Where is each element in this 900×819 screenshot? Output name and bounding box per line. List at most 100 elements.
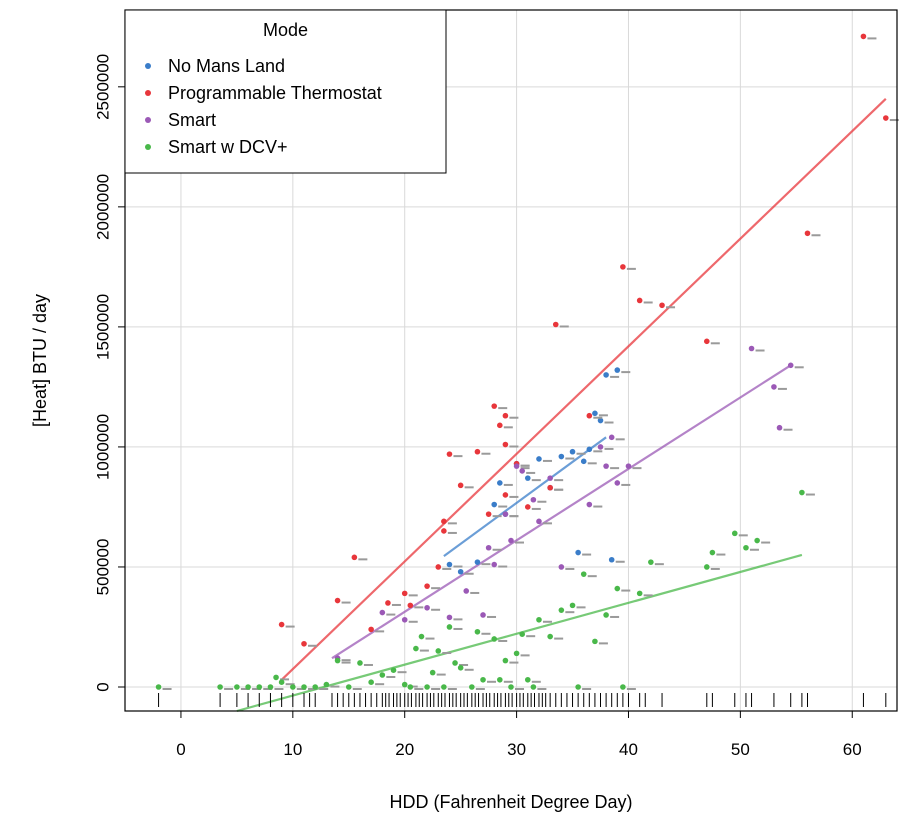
data-point [474, 559, 481, 565]
data-point [446, 624, 453, 630]
legend-swatch [145, 63, 151, 69]
point-tag [593, 505, 603, 508]
point-tag [615, 560, 625, 563]
point-tag [554, 637, 564, 640]
point-tag [492, 548, 502, 551]
point-tag [520, 467, 530, 470]
x-tick-label: 20 [395, 740, 414, 759]
point-tag [408, 685, 418, 688]
x-axis-title: HDD (Fahrenheit Degree Day) [389, 792, 632, 812]
point-tag [308, 644, 318, 647]
data-point [603, 612, 609, 618]
data-point [379, 609, 386, 616]
point-tag [475, 687, 485, 690]
point-tag [587, 575, 597, 578]
point-tag [520, 464, 530, 467]
data-point [418, 633, 425, 640]
data-point [441, 684, 447, 690]
point-tag [408, 620, 418, 623]
point-tag [240, 687, 250, 690]
data-point [424, 684, 430, 690]
point-tag [554, 479, 564, 482]
point-tag [447, 531, 457, 534]
point-tag [436, 673, 446, 676]
point-tag [666, 306, 676, 309]
point-tag [453, 455, 463, 458]
data-point [620, 264, 626, 270]
point-tag [503, 426, 513, 429]
point-tag [621, 371, 631, 374]
point-tag [716, 553, 726, 556]
x-tick-label: 10 [283, 740, 302, 759]
point-tag [531, 507, 541, 510]
data-point [575, 684, 581, 690]
data-point [743, 544, 749, 551]
point-tag [783, 428, 793, 431]
data-point [334, 657, 341, 664]
point-tag [481, 632, 491, 635]
data-point [446, 561, 453, 568]
point-tag [565, 567, 575, 570]
point-tag [503, 680, 513, 683]
data-point [586, 501, 593, 508]
data-point [155, 684, 162, 690]
plot-frame [124, 9, 898, 712]
data-point [508, 537, 514, 544]
data-point [524, 475, 531, 481]
point-tag [308, 687, 318, 690]
data-point [312, 684, 319, 690]
data-point [883, 115, 889, 121]
point-tag [794, 366, 804, 369]
point-tag [621, 483, 631, 486]
data-point [497, 676, 503, 683]
point-tag [341, 601, 351, 604]
data-point [508, 684, 514, 690]
data-point [636, 590, 643, 597]
data-point [278, 679, 285, 685]
point-tag [464, 572, 474, 575]
point-tag [464, 486, 474, 489]
x-tick-label: 40 [619, 740, 638, 759]
point-tag [761, 541, 771, 544]
data-point [575, 549, 581, 556]
point-tag [738, 534, 748, 537]
data-point [368, 626, 374, 633]
point-tag [621, 589, 631, 592]
point-tag [811, 234, 821, 237]
data-point [290, 684, 296, 690]
point-tag [509, 661, 519, 664]
data-point [457, 568, 464, 575]
point-tag [470, 591, 480, 594]
point-tag [492, 515, 502, 518]
point-tag [643, 301, 653, 304]
legend-entries: No Mans Land Programmable Thermostat Smart… [145, 56, 382, 157]
data-point [485, 544, 492, 551]
point-tag [274, 687, 284, 690]
point-tag [755, 349, 765, 352]
data-point [552, 321, 559, 328]
data-point [301, 640, 307, 647]
data-point [636, 297, 643, 304]
point-tag [453, 618, 463, 621]
data-point [401, 616, 408, 623]
point-tag [559, 325, 569, 328]
data-point [278, 621, 285, 628]
y-tick-label: 2500000 [94, 54, 113, 120]
data-point [502, 441, 509, 448]
y-axis: 0 500000 1000000 1500000 2000000 2500000 [94, 54, 125, 692]
point-tag [576, 606, 586, 609]
point-tag [285, 625, 295, 628]
point-tag [414, 606, 424, 609]
data-point [524, 676, 531, 683]
x-axis: 0 10 20 30 40 50 60 [176, 711, 862, 759]
data-point [401, 681, 408, 688]
data-point [245, 684, 251, 690]
point-tag [285, 683, 295, 686]
point-tag [341, 661, 351, 664]
point-tag [481, 452, 491, 455]
point-tag [710, 342, 720, 345]
data-point [368, 679, 374, 685]
y-tick-label: 2000000 [94, 174, 113, 240]
data-point [497, 422, 503, 429]
point-tag [358, 558, 368, 561]
